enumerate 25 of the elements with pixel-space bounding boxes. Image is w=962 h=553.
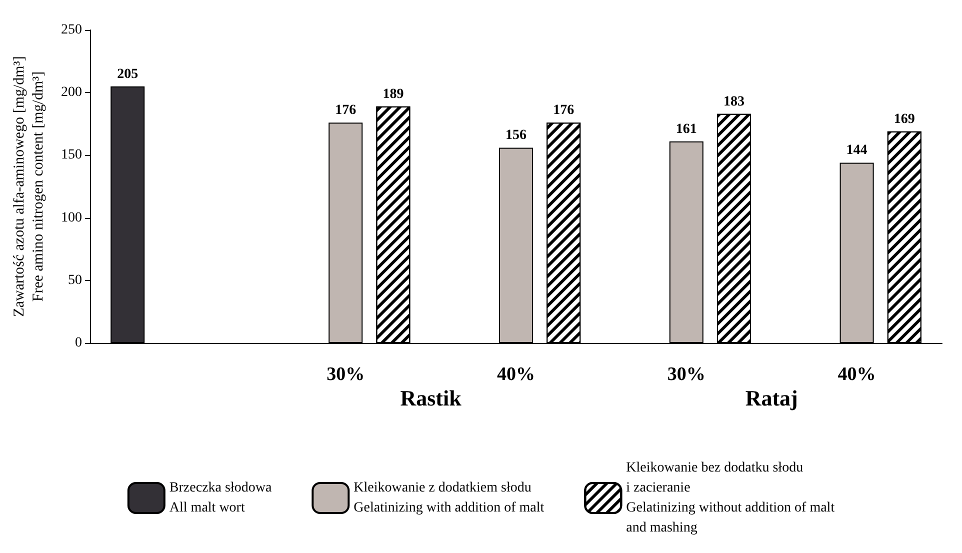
data-label: 183 [724, 94, 744, 110]
x-tick-label: 40% [497, 364, 535, 385]
data-label: 189 [382, 86, 404, 102]
text: Rastik [400, 386, 462, 410]
y-tick-label: 250 [61, 22, 82, 38]
y-axis-title: Zawartość azotu alfa-aminowego [mg/dm³] Free amino nitrogen content [mg/dm³] [12, 56, 46, 317]
data-label: 156 [506, 128, 526, 144]
x-tick-label: 30% [326, 364, 365, 385]
x-tick-label: 30% [667, 364, 706, 385]
legend-label: Kleikowanie bez dodatku słodu i zacieranie Gelatinizing without addition of malt and mashing [626, 460, 835, 536]
data-label: 176 [553, 103, 574, 118]
y-tick-label: 200 [61, 85, 82, 100]
y-tick-label: 100 [61, 210, 82, 226]
y-tick-label: 50 [68, 272, 82, 288]
data-label: 176 [335, 103, 356, 118]
text: Rataj [745, 386, 798, 410]
data-label: 161 [676, 122, 697, 137]
data-label: 144 [846, 143, 868, 158]
data-label: 169 [894, 112, 915, 127]
y-tick-label: 0 [75, 336, 82, 350]
y-tick-label: 150 [61, 148, 82, 163]
legend-label: Brzeczka słodowa All malt wort [169, 480, 272, 516]
x-tick-label: 40% [838, 364, 876, 385]
legend-label: Kleikowanie z dodatkiem słodu Gelatinizing with addition of malt [354, 480, 544, 516]
data-label: 205 [117, 66, 138, 82]
